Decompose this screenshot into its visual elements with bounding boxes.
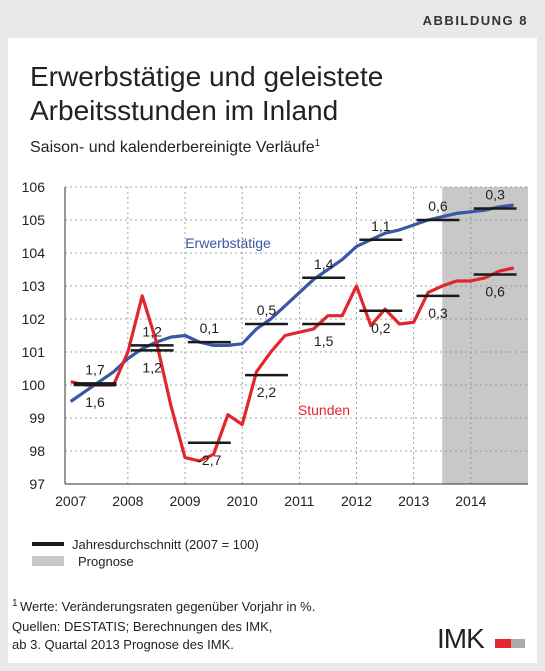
x-tick-label: 2014	[455, 493, 486, 509]
series-label: Erwerbstätige	[185, 235, 271, 251]
rate-label: 1,6	[85, 394, 105, 410]
sources: ab 3. Quartal 2013 Prognose des IMK.	[12, 637, 234, 652]
rate-label: -2,7	[197, 452, 221, 468]
rate-label: 0,6	[428, 198, 448, 214]
x-tick-label: 2010	[227, 493, 258, 509]
rate-label: 1,5	[314, 333, 334, 349]
logo-bar	[495, 639, 511, 648]
x-tick-label: 2013	[398, 493, 429, 509]
rate-label: 1,4	[314, 256, 334, 272]
series-line	[70, 266, 515, 463]
logo: IMK	[437, 623, 485, 654]
forecast-area	[442, 187, 528, 484]
rate-label: 0,3	[428, 305, 448, 321]
x-tick-label: 2012	[341, 493, 372, 509]
rate-label: 1,7	[85, 361, 105, 377]
x-tick-label: 2008	[112, 493, 143, 509]
subtitle-text: Saison- und kalenderbereinigte Verläufe	[30, 139, 315, 156]
rate-label: 0,6	[485, 283, 505, 299]
y-tick-label: 98	[29, 443, 45, 459]
chart-title: Arbeitsstunden im Inland	[30, 95, 338, 126]
rate-label: 0,3	[485, 186, 505, 202]
rate-label: 0,5	[257, 302, 277, 318]
sources: Quellen: DESTATIS; Berechnungen des IMK,	[12, 619, 272, 634]
rate-label: 2,2	[257, 384, 277, 400]
header: ABBILDUNG 8	[423, 13, 528, 28]
y-tick-label: 97	[29, 476, 45, 492]
x-tick-label: 2007	[55, 493, 86, 509]
y-tick-label: 101	[22, 344, 46, 360]
y-tick-label: 100	[22, 377, 46, 393]
rate-label: 0,1	[200, 320, 220, 336]
chart-subtitle: Saison- und kalenderbereinigte Verläufe1	[30, 138, 321, 156]
footnote: Werte: Veränderungsraten gegenüber Vorja…	[20, 599, 315, 614]
rate-label: 1,2	[142, 359, 162, 375]
rate-label: 1,1	[371, 218, 391, 234]
plot: 97 98 99 100 101 102 103 104 105 106 2007 2008 2009 2…	[22, 179, 528, 509]
legend-label: Prognose	[78, 554, 134, 569]
rate-label: 1,2	[142, 323, 162, 339]
footnote-mark: 1	[12, 598, 18, 609]
series-line	[69, 203, 514, 403]
y-tick-label: 103	[22, 278, 46, 294]
rate-label: 0,2	[371, 320, 391, 336]
x-tick-label: 2009	[169, 493, 200, 509]
y-tick-label: 104	[22, 245, 46, 261]
series-label: Stunden	[298, 402, 350, 418]
chart-title: Erwerbstätige und geleistete	[30, 61, 383, 92]
y-tick-label: 105	[22, 212, 46, 228]
logo-bar	[511, 639, 525, 648]
y-tick-label: 99	[29, 410, 45, 426]
y-tick-label: 106	[22, 179, 46, 195]
subtitle-note: 1	[315, 138, 321, 149]
y-tick-label: 102	[22, 311, 46, 327]
x-tick-label: 2011	[284, 493, 314, 509]
legend-label: Jahresdurchschnitt (2007 = 100)	[72, 537, 259, 552]
legend-marker	[32, 556, 64, 566]
